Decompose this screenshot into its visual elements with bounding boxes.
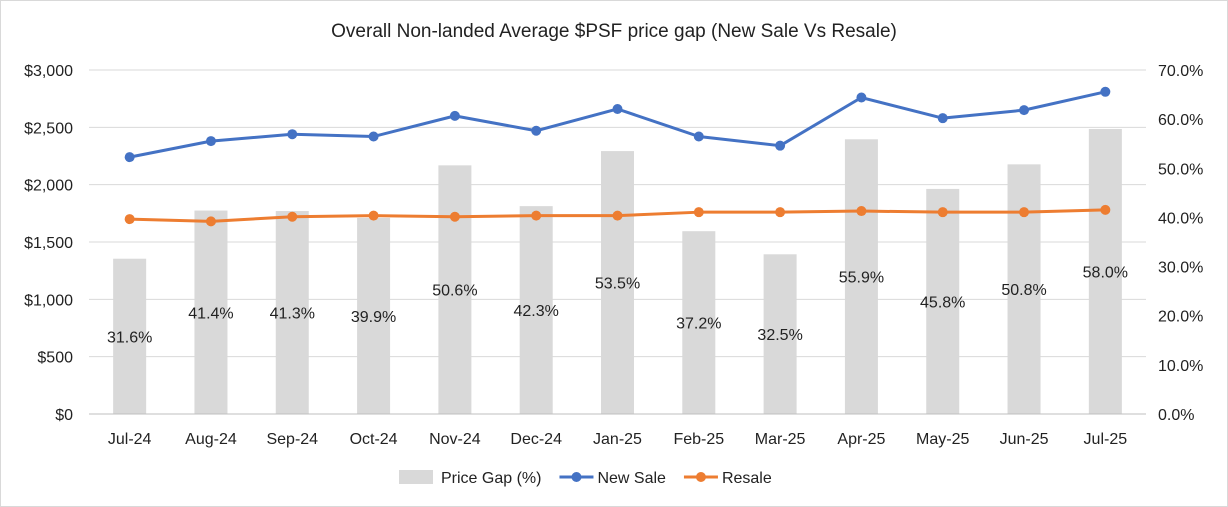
y-right-tick-label: 0.0% — [1158, 407, 1194, 424]
bar-price-gap — [1088, 128, 1122, 414]
y-left-tick-label: $2,000 — [24, 178, 73, 195]
chart-title: Overall Non-landed Average $PSF price ga… — [331, 21, 897, 42]
point-resale — [205, 216, 216, 227]
point-resale — [124, 214, 135, 225]
point-new-sale — [856, 92, 867, 103]
y-right-tick-label: 60.0% — [1158, 112, 1203, 129]
bar-data-label: 42.3% — [514, 303, 559, 320]
point-new-sale — [693, 131, 704, 142]
point-resale — [531, 210, 542, 221]
point-new-sale — [124, 152, 135, 163]
x-tick-label: Apr-25 — [837, 431, 885, 448]
bar-price-gap — [357, 217, 391, 414]
y-right-tick-label: 10.0% — [1158, 358, 1203, 375]
bar-data-label: 32.5% — [757, 327, 802, 344]
legend: Price Gap (%) New Sale Resale — [399, 470, 772, 487]
x-tick-label: Nov-24 — [429, 431, 481, 448]
point-resale — [287, 211, 298, 222]
point-resale — [937, 207, 948, 218]
x-tick-label: Sep-24 — [266, 431, 318, 448]
point-new-sale — [612, 103, 623, 114]
legend-swatch-price-gap- — [399, 470, 433, 484]
legend-marker-resale — [695, 472, 706, 482]
bar-price-gap — [113, 258, 147, 414]
point-new-sale — [937, 113, 948, 124]
x-tick-label: Jul-25 — [1084, 431, 1128, 448]
y-left-tick-label: $0 — [55, 407, 73, 424]
bar-price-gap — [601, 151, 634, 415]
y-left-tick-label: $1,500 — [24, 235, 73, 252]
legend-label-price-gap-: Price Gap (%) — [441, 470, 541, 487]
bar-data-label: 39.9% — [351, 309, 396, 326]
bar-data-label: 55.9% — [839, 270, 884, 287]
bar-data-label: 50.6% — [432, 283, 477, 300]
point-resale — [856, 206, 867, 217]
y-left-tick-label: $1,000 — [24, 292, 73, 309]
bar-data-label: 50.8% — [1001, 282, 1046, 299]
x-tick-label: Jun-25 — [1000, 431, 1049, 448]
point-new-sale — [449, 110, 460, 121]
x-tick-label: Jul-24 — [108, 431, 152, 448]
point-new-sale — [205, 136, 216, 147]
point-new-sale — [531, 125, 542, 136]
bar-data-label: 45.8% — [920, 294, 965, 311]
bar-price-gap — [926, 188, 960, 414]
y-right-tick-label: 30.0% — [1158, 260, 1203, 277]
point-resale — [449, 211, 460, 222]
bar-price-gap — [519, 206, 553, 414]
x-tick-label: Aug-24 — [185, 431, 237, 448]
legend-label-resale: Resale — [722, 470, 772, 487]
bar-price-gap — [438, 165, 472, 414]
point-resale — [1100, 204, 1111, 215]
x-tick-label: Mar-25 — [755, 431, 806, 448]
y-left-tick-label: $3,000 — [24, 63, 73, 80]
legend-marker-new-sale — [571, 472, 582, 482]
point-resale — [693, 207, 704, 218]
bar-data-label: 37.2% — [676, 316, 721, 333]
point-new-sale — [287, 129, 298, 140]
bar-price-gap — [194, 210, 228, 414]
point-resale — [1019, 207, 1030, 218]
y-left-tick-label: $2,500 — [24, 120, 73, 137]
bar-data-label: 31.6% — [107, 329, 152, 346]
x-tick-label: May-25 — [916, 431, 969, 448]
point-resale — [612, 210, 623, 221]
y-left-tick-label: $500 — [37, 350, 73, 367]
bar-price-gap — [275, 211, 309, 414]
bar-data-label: 41.4% — [188, 305, 233, 322]
x-tick-label: Oct-24 — [350, 431, 398, 448]
bar-data-label: 53.5% — [595, 276, 640, 293]
bar-data-label: 41.3% — [270, 306, 315, 323]
point-resale — [368, 210, 379, 221]
x-tick-label: Feb-25 — [673, 431, 724, 448]
bar-data-label: 58.0% — [1083, 264, 1128, 281]
point-new-sale — [775, 140, 786, 151]
bar-price-gap — [682, 231, 716, 414]
y-right-tick-label: 70.0% — [1158, 63, 1203, 80]
point-new-sale — [1100, 86, 1111, 97]
bar-price-gap — [844, 139, 878, 414]
legend-label-new-sale: New Sale — [597, 470, 666, 487]
bar-price-gap — [763, 254, 797, 414]
bar-price-gap — [1007, 164, 1041, 414]
point-new-sale — [368, 131, 379, 142]
point-resale — [775, 207, 786, 218]
y-right-tick-label: 50.0% — [1158, 161, 1203, 178]
point-new-sale — [1019, 105, 1030, 116]
x-tick-label: Jan-25 — [593, 431, 642, 448]
x-tick-label: Dec-24 — [510, 431, 562, 448]
y-right-tick-label: 20.0% — [1158, 309, 1203, 326]
series-line-new-sale — [129, 90, 1106, 159]
y-right-tick-label: 40.0% — [1158, 210, 1203, 227]
